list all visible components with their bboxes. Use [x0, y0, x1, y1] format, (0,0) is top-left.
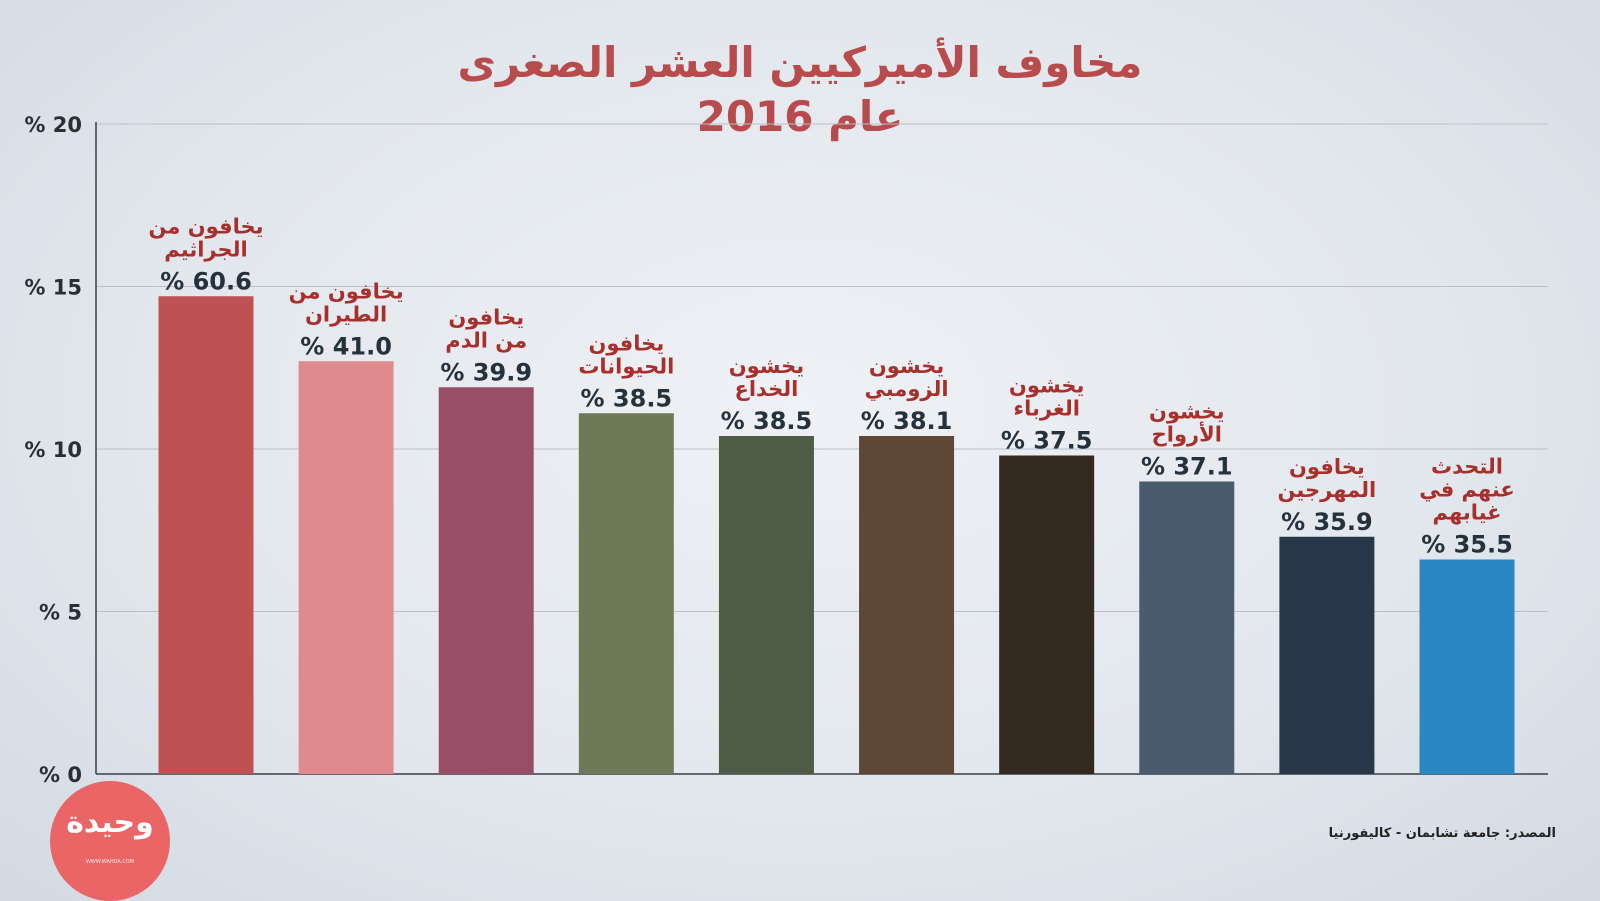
- bar: [1279, 536, 1375, 774]
- logo-wordmark: وحيدة: [66, 805, 154, 840]
- category-label: الخداع: [734, 377, 798, 401]
- data-label: % 37.1: [1141, 453, 1233, 481]
- category-label: غيابهم: [1432, 501, 1501, 525]
- category-label: يخافون: [1289, 455, 1365, 479]
- bar: [438, 387, 534, 774]
- data-label: % 38.1: [861, 407, 953, 435]
- data-label: % 41.0: [300, 332, 392, 360]
- category-label: يخافون: [448, 305, 524, 329]
- data-label: % 38.5: [581, 384, 673, 412]
- category-label: الطيران: [305, 302, 387, 326]
- bar: [859, 436, 955, 774]
- y-tick-label: % 15: [24, 276, 82, 300]
- category-label: الزومبي: [865, 377, 949, 401]
- category-label: الجراثيم: [164, 237, 247, 261]
- bar: [718, 436, 814, 774]
- category-label: الحيوانات: [578, 354, 674, 378]
- data-label: % 35.9: [1281, 508, 1373, 536]
- y-tick-label: % 20: [24, 113, 82, 137]
- category-label: يخافون: [588, 331, 664, 355]
- category-label: التحدث: [1431, 455, 1503, 479]
- bar: [1419, 559, 1515, 774]
- category-label: عنهم في: [1419, 478, 1515, 502]
- bar: [158, 296, 254, 774]
- category-label: يخشون: [1009, 374, 1084, 398]
- chart-title: مخاوف الأميركيين العشر الصغرى: [457, 38, 1143, 87]
- y-tick-label: % 10: [24, 438, 82, 462]
- bar: [999, 455, 1095, 774]
- y-tick-label: % 0: [39, 763, 82, 787]
- bar: [1139, 481, 1235, 774]
- logo-url: WWW.WAHDA.COM: [85, 859, 135, 865]
- category-label: المهرجين: [1278, 478, 1377, 502]
- category-label: من الدم: [445, 328, 527, 352]
- chart-subtitle: عام 2016: [696, 92, 904, 141]
- data-label: % 37.5: [1001, 427, 1093, 455]
- category-label: يخشون: [869, 354, 944, 378]
- data-label: % 60.6: [160, 267, 252, 295]
- brand-logo: وحيدة WWW.WAHDA.COM: [50, 781, 170, 901]
- bar: [298, 361, 394, 774]
- data-label: % 35.5: [1421, 531, 1513, 559]
- category-label: يخافون من: [149, 214, 264, 238]
- category-label: يخشون: [729, 354, 804, 378]
- data-label: % 39.9: [440, 358, 532, 386]
- category-label: الغرباء: [1013, 397, 1080, 421]
- category-label: يخافون من: [289, 279, 404, 303]
- source-note: المصدر: جامعة تشابمان - كاليفورنيا: [1328, 826, 1556, 841]
- bar: [578, 413, 674, 774]
- category-label: الأرواح: [1152, 421, 1222, 447]
- category-label: يخشون: [1149, 400, 1224, 424]
- y-tick-label: % 5: [39, 601, 82, 625]
- data-label: % 38.5: [721, 407, 813, 435]
